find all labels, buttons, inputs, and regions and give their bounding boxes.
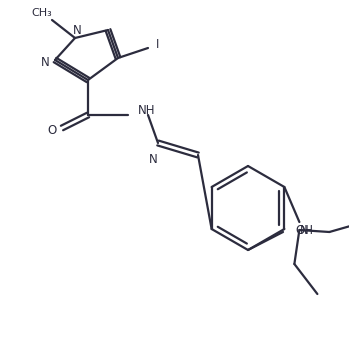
Text: N: N <box>149 153 157 166</box>
Text: O: O <box>47 124 57 136</box>
Text: NH: NH <box>138 104 156 118</box>
Text: CH₃: CH₃ <box>32 8 52 18</box>
Text: N: N <box>300 223 309 237</box>
Text: N: N <box>73 24 81 37</box>
Text: OH: OH <box>295 223 313 237</box>
Text: I: I <box>156 39 159 52</box>
Text: N: N <box>40 55 49 69</box>
